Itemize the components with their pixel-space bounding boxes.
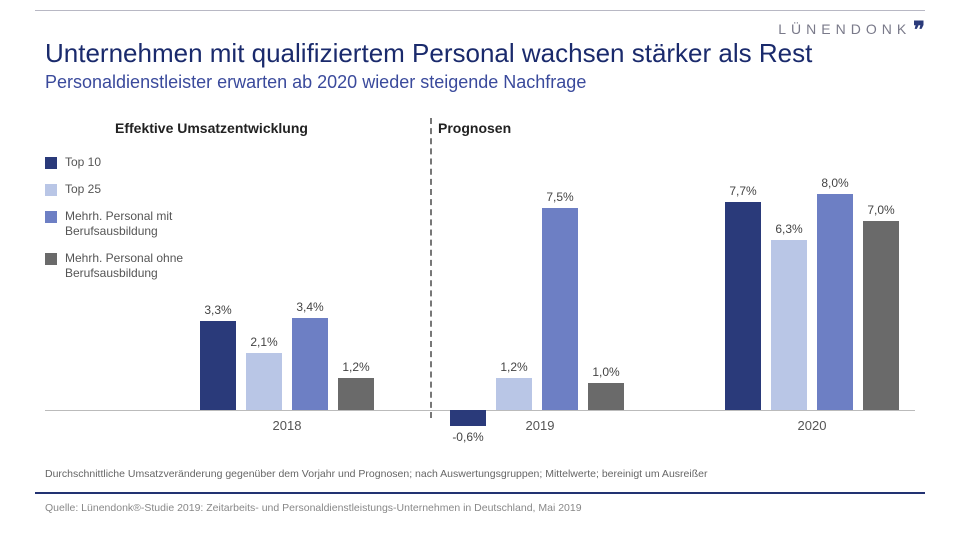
brand-quote-icon: ❞ xyxy=(913,17,925,42)
year-axis-label: 2020 xyxy=(725,418,899,433)
grouped-bar-chart: 3,3% 2,1% 3,4% 1,2% 2018 -0,6% 1,2% 7,5% 1,0% 201… xyxy=(45,120,915,450)
bar xyxy=(542,208,578,411)
bar-value-label: 7,0% xyxy=(851,203,911,217)
bar xyxy=(817,194,853,410)
bar xyxy=(863,221,899,410)
bar-value-label: 1,2% xyxy=(484,360,544,374)
top-rule xyxy=(35,10,925,11)
bar-value-label: 3,4% xyxy=(280,300,340,314)
bottom-rule xyxy=(35,492,925,494)
bar xyxy=(338,378,374,410)
source-citation: Quelle: Lünendonk®-Studie 2019: Zeitarbe… xyxy=(45,502,582,514)
bar xyxy=(588,383,624,410)
bar-value-label: 8,0% xyxy=(805,176,865,190)
bar xyxy=(292,318,328,410)
brand-mark: LÜNENDONK❞ xyxy=(778,14,925,40)
bar-value-label: 7,5% xyxy=(530,190,590,204)
chart-footnote: Durchschnittliche Umsatzveränderung gege… xyxy=(45,468,707,480)
bar-value-label: 2,1% xyxy=(234,335,294,349)
page-title: Unternehmen mit qualifiziertem Personal … xyxy=(45,38,812,69)
bar xyxy=(725,202,761,410)
bar-value-label: 1,2% xyxy=(326,360,386,374)
bar-value-label: 6,3% xyxy=(759,222,819,236)
bar xyxy=(771,240,807,410)
bar-value-label: 7,7% xyxy=(713,184,773,198)
year-axis-label: 2018 xyxy=(200,418,374,433)
bar xyxy=(246,353,282,410)
bar-value-label: 3,3% xyxy=(188,303,248,317)
page-subtitle: Personaldienstleister erwarten ab 2020 w… xyxy=(45,72,586,93)
year-axis-label: 2019 xyxy=(500,418,580,433)
section-divider xyxy=(430,118,432,418)
bar xyxy=(450,410,486,426)
bar-value-label: 1,0% xyxy=(576,365,636,379)
bar-value-label: -0,6% xyxy=(438,430,498,444)
brand-name: LÜNENDONK xyxy=(778,21,911,37)
bar xyxy=(200,321,236,410)
bar xyxy=(496,378,532,410)
